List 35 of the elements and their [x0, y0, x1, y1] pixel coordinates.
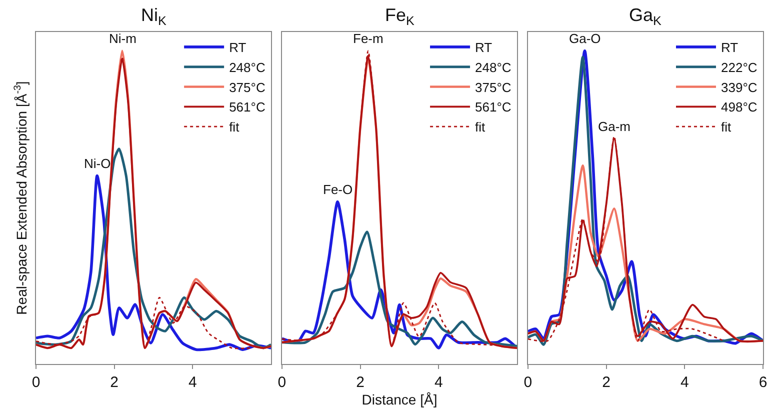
- legend-label: 339°C: [721, 80, 758, 95]
- legend-label: 498°C: [721, 100, 758, 115]
- x-tick-label: 4: [434, 374, 443, 391]
- chart-title: Ni$_{K}$: [141, 5, 167, 28]
- annotation: Ga-O: [569, 31, 601, 46]
- x-tick-label: 2: [110, 374, 119, 391]
- legend-label: 248°C: [475, 60, 512, 75]
- legend-label: 222°C: [721, 60, 758, 75]
- x-tick-label: 4: [188, 374, 197, 391]
- legend-label: RT: [721, 40, 738, 56]
- legend-label: 248°C: [229, 60, 266, 75]
- legend-label: 375°C: [229, 80, 266, 95]
- legend-label: 561°C: [229, 100, 266, 115]
- x-tick-label: 6: [758, 374, 768, 391]
- annotation: Ni-O: [84, 156, 111, 171]
- annotation: Ga-m: [598, 119, 630, 134]
- legend-label: 561°C: [475, 100, 512, 115]
- annotation: Ni-m: [109, 31, 136, 46]
- x-tick-label: 2: [356, 374, 364, 391]
- chart-title: Fe$_{K}$: [385, 5, 416, 28]
- x-axis-title: Distance [Å]: [362, 391, 438, 408]
- chart-title: Ga$_{K}$: [629, 5, 662, 28]
- legend-label: 375°C: [475, 80, 512, 95]
- x-tick-label: 0: [278, 374, 286, 391]
- x-tick-label: 4: [680, 374, 689, 391]
- legend-label: fit: [229, 120, 240, 135]
- legend-label: fit: [721, 120, 732, 135]
- x-tick-label: 0: [524, 374, 532, 391]
- x-tick-label: 0: [32, 374, 40, 391]
- legend-label: RT: [475, 40, 492, 56]
- annotation: Fe-O: [323, 182, 353, 197]
- legend-label: RT: [229, 40, 246, 56]
- x-tick-label: 2: [602, 374, 610, 391]
- legend-label: fit: [475, 120, 486, 135]
- annotation: Fe-m: [353, 31, 384, 46]
